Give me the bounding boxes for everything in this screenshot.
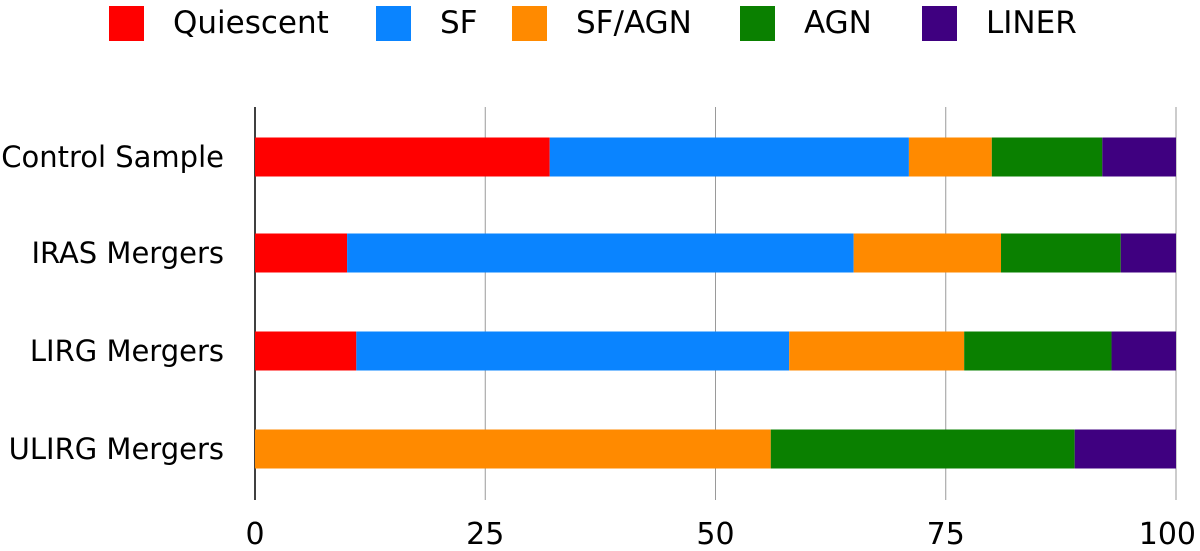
bar-ulirg-mergers-agn [770,429,1075,469]
bar-iras-mergers-sf [347,233,854,273]
legend: Quiescent SF SF/AGN AGN LINER [109,5,1077,41]
bar-iras-mergers-sf-agn [853,233,1002,273]
bar-ulirg-mergers-liner [1074,429,1176,469]
bar-lirg-mergers-sf [356,331,790,371]
category-label-iras-mergers: IRAS Mergers [31,236,224,270]
bar-lirg-mergers-liner [1111,331,1176,371]
bar-lirg-mergers-quiescent [255,331,357,371]
bars [255,137,1176,469]
x-tick-label-100: 100 [1139,517,1196,551]
bar-control-sample-sf-agn [908,137,992,177]
category-label-control-sample: Control Sample [1,140,224,174]
x-tick-label-75: 75 [927,517,965,551]
legend-swatch-sf [376,6,411,41]
legend-label-sf-agn: SF/AGN [576,5,692,41]
bar-lirg-mergers-agn [964,331,1112,371]
category-label-ulirg-mergers: ULIRG Mergers [9,432,224,466]
x-tick-label-50: 50 [696,517,734,551]
x-tick-labels: 0 25 50 75 100 [245,517,1196,551]
legend-swatch-sf-agn [512,6,547,41]
bar-ulirg-mergers-sf-agn [255,429,771,469]
bar-control-sample-sf [549,137,909,177]
legend-label-quiescent: Quiescent [173,5,329,41]
legend-label-agn: AGN [804,5,872,41]
bar-iras-mergers-liner [1120,233,1176,273]
bar-control-sample-liner [1102,137,1176,177]
category-labels: Control Sample IRAS Mergers LIRG Mergers UL… [1,140,224,466]
x-tick-label-0: 0 [245,517,264,551]
bar-iras-mergers-agn [1001,233,1121,273]
bar-control-sample-agn [991,137,1103,177]
bar-iras-mergers-quiescent [255,233,348,273]
legend-swatch-agn [740,6,775,41]
x-tick-label-25: 25 [466,517,504,551]
legend-label-liner: LINER [986,5,1077,41]
legend-label-sf: SF [440,5,478,41]
legend-swatch-quiescent [109,6,144,41]
legend-swatch-liner [922,6,957,41]
bar-control-sample-quiescent [255,137,550,177]
bar-lirg-mergers-sf-agn [789,331,965,371]
category-label-lirg-mergers: LIRG Mergers [30,334,224,368]
